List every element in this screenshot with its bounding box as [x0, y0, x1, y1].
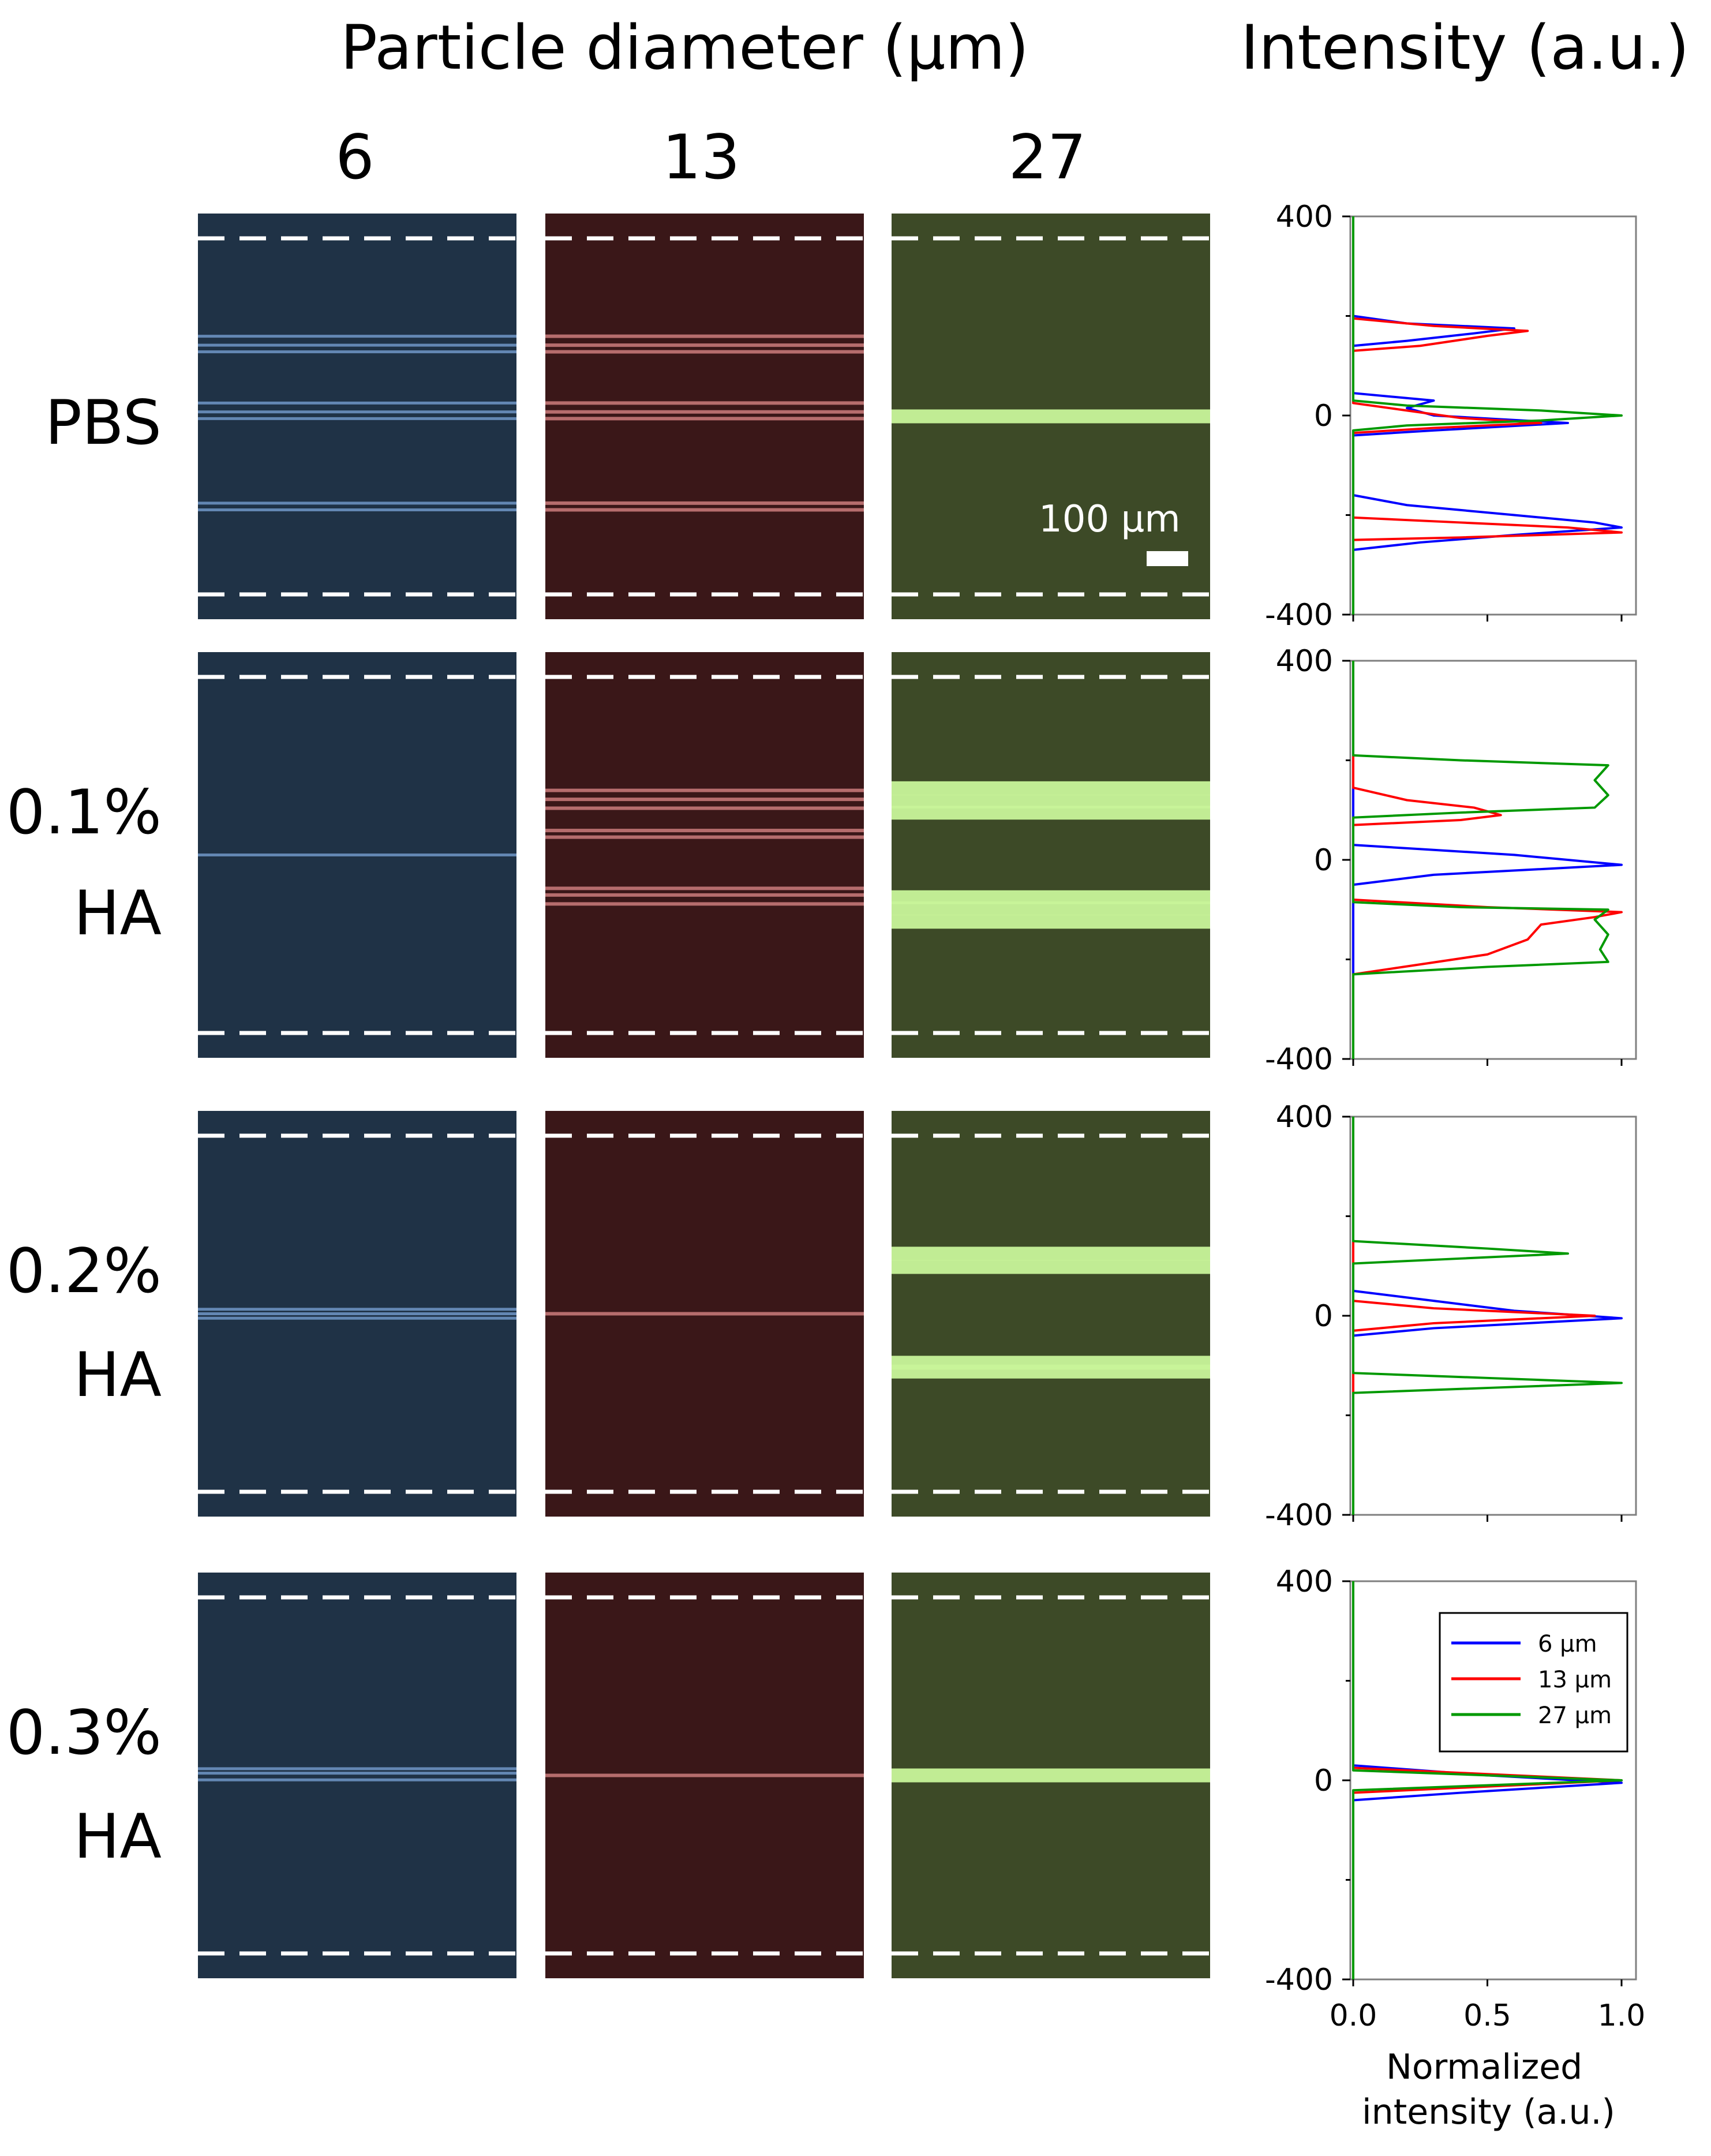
row-label-02-ha-line2: HA: [73, 1339, 162, 1410]
micrograph-13um-1: [545, 214, 864, 619]
series-line-13μm: [1352, 1117, 1596, 1515]
series-line-27μm: [1352, 1117, 1623, 1515]
micrograph-6um-4: [198, 1573, 516, 1978]
y-tick-label: 0: [1314, 1299, 1333, 1334]
series-line-13μm: [1352, 661, 1623, 1059]
row-label-pbs: PBS: [44, 387, 162, 458]
series-line-27μm: [1352, 661, 1609, 1059]
particle-diameter-title: Particle diameter (μm): [340, 12, 1029, 83]
plot-frame: [1349, 660, 1637, 1060]
series-line-13μm: [1352, 216, 1623, 615]
micrograph-27um-2: [892, 652, 1210, 1058]
micrograph-6um-2: [198, 652, 516, 1058]
legend-label: 27 μm: [1538, 1702, 1612, 1729]
y-tick-label: 0: [1314, 399, 1333, 433]
column-label-27: 27: [1008, 122, 1087, 193]
intensity-title: Intensity (a.u.): [1241, 12, 1690, 83]
y-tick-label: 400: [1276, 1100, 1333, 1135]
micrograph-6um-1: [198, 214, 516, 619]
y-tick-label: 0: [1314, 1764, 1333, 1798]
intensity-plot-2: 400 0 -400: [1265, 644, 1637, 1077]
y-tick-label: 400: [1276, 200, 1333, 234]
y-tick-label: 0: [1314, 843, 1333, 878]
scale-bar-label: 100 μm: [1039, 498, 1181, 541]
x-tick-label: 0.5: [1463, 1998, 1511, 2033]
series-line-27μm: [1352, 1581, 1623, 1979]
micrograph-27um-3: [892, 1111, 1210, 1517]
y-tick-label: -400: [1265, 598, 1333, 632]
row-label-01-ha-line1: 0.1%: [6, 777, 162, 848]
x-axis-label-line1: Normalized: [1386, 2047, 1583, 2087]
legend-label: 13 μm: [1538, 1667, 1612, 1693]
micrograph-6um-3: [198, 1111, 516, 1517]
micrograph-13um-3: [545, 1111, 864, 1517]
intensity-plot-3: 400 0 -400: [1265, 1100, 1637, 1533]
plot-frame: [1349, 215, 1637, 616]
scale-bar: [1147, 551, 1188, 566]
y-tick-label: 400: [1276, 1564, 1333, 1599]
series-line-6μm: [1352, 661, 1623, 1059]
legend-label: 6 μm: [1538, 1631, 1597, 1657]
y-tick-label: -400: [1265, 1042, 1333, 1077]
legend-box: [1439, 1612, 1628, 1753]
row-label-03-ha-line2: HA: [73, 1801, 162, 1872]
column-label-6: 6: [335, 122, 375, 193]
row-label-01-ha-line2: HA: [73, 878, 162, 949]
y-tick-label: -400: [1265, 1498, 1333, 1533]
micrograph-27um-4: [892, 1573, 1210, 1978]
micrograph-13um-2: [545, 652, 864, 1058]
row-label-03-ha-line1: 0.3%: [6, 1697, 162, 1768]
row-label-02-ha-line1: 0.2%: [6, 1236, 162, 1307]
micrograph-13um-4: [545, 1573, 864, 1978]
series-line-6μm: [1352, 216, 1623, 615]
series-line-27μm: [1352, 216, 1623, 615]
x-tick-label: 0.0: [1330, 1998, 1377, 2033]
column-label-13: 13: [662, 122, 740, 193]
x-tick-label: 1.0: [1598, 1998, 1646, 2033]
x-axis-label-line2: intensity (a.u.): [1362, 2092, 1615, 2132]
y-tick-label: 400: [1276, 644, 1333, 679]
y-tick-label: -400: [1265, 1963, 1333, 1997]
intensity-plot-1: 400 0 -400: [1265, 200, 1637, 632]
